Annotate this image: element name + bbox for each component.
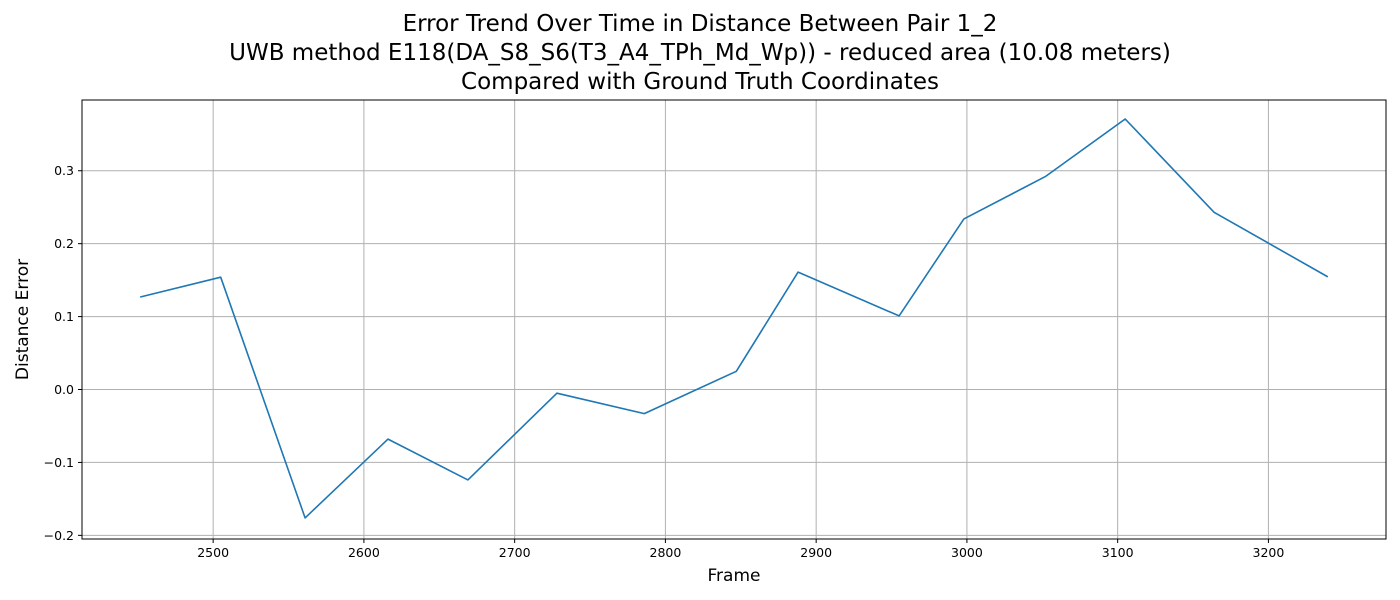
chart-title-line-3: Compared with Ground Truth Coordinates [461, 69, 939, 95]
data-point [1124, 117, 1127, 120]
y-tick-label: −0.1 [44, 455, 74, 470]
data-point [1326, 275, 1329, 278]
data-point [1213, 211, 1216, 214]
x-tick-label: 2600 [348, 545, 380, 560]
chart-title: Error Trend Over Time in Distance Betwee… [0, 10, 1400, 97]
chart-title-line-1: Error Trend Over Time in Distance Betwee… [402, 11, 998, 37]
x-tick-label: 2900 [800, 545, 832, 560]
data-point [139, 295, 142, 298]
chart-title-line-2: UWB method E118(DA_S8_S6(T3_A4_TPh_Md_Wp… [229, 40, 1171, 66]
y-tick-label: 0.2 [54, 236, 74, 251]
series-layer [139, 117, 1329, 519]
x-tick-label: 3100 [1102, 545, 1134, 560]
data-point [555, 392, 558, 395]
data-point [304, 516, 307, 519]
x-tick-label: 2800 [650, 545, 682, 560]
series-line [140, 118, 1328, 519]
data-point [962, 217, 965, 220]
y-tick-label: 0.3 [54, 163, 74, 178]
data-point [735, 370, 738, 373]
x-axis-label: Frame [708, 566, 761, 586]
data-point [219, 276, 222, 279]
y-tick-label: −0.2 [44, 528, 74, 543]
plot-frame [81, 99, 1387, 540]
x-tick-label: 3200 [1253, 545, 1285, 560]
y-axis-label: Distance Error [13, 259, 33, 380]
x-tick-label: 2500 [197, 545, 229, 560]
data-point [797, 271, 800, 274]
data-point [466, 478, 469, 481]
x-tick-label: 3000 [951, 545, 983, 560]
x-tick-label: 2700 [499, 545, 531, 560]
data-point [1044, 175, 1047, 178]
data-point [898, 314, 901, 317]
grid [82, 100, 1386, 539]
y-tick-label: 0.0 [54, 382, 74, 397]
x-axis: 2500 2600 2700 2800 2900 3000 3100 3200 [197, 539, 1284, 560]
y-tick-label: 0.1 [54, 309, 74, 324]
data-point [387, 438, 390, 441]
data-point [643, 412, 646, 415]
y-axis: −0.2 −0.1 0.0 0.1 0.2 0.3 [44, 163, 82, 543]
